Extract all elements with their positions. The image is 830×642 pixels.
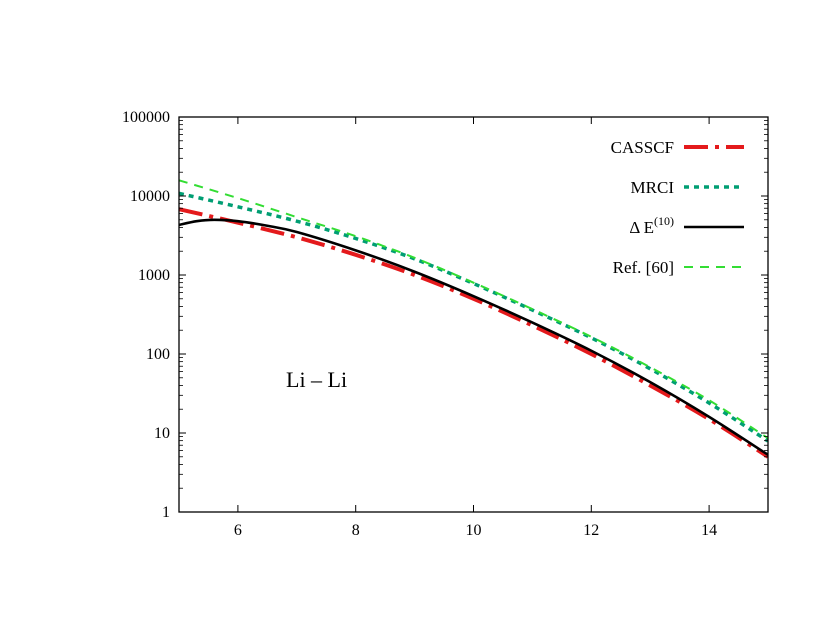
x-tick-label-4: 14	[701, 522, 717, 539]
series-line-0	[179, 207, 768, 459]
y-tick-label-0: 1	[162, 504, 170, 521]
legend-label-0: CASSCF	[611, 138, 674, 157]
x-tick-label-1: 8	[352, 522, 360, 539]
x-tick-label-3: 12	[583, 522, 599, 539]
series-layer	[179, 179, 768, 459]
series-line-2	[179, 218, 768, 456]
legend: CASSCF MRCI Δ E(10) Ref. [60]	[611, 138, 744, 277]
x-tick-label-2: 10	[466, 522, 482, 539]
y-tick-label-3: 1000	[138, 267, 170, 284]
legend-label-1: MRCI	[631, 178, 675, 197]
series-line-1	[179, 191, 768, 443]
y-tick-label-1: 10	[154, 425, 170, 442]
plot-frame	[178, 116, 769, 513]
x-tick-label-0: 6	[234, 522, 242, 539]
y-tick-label-2: 100	[146, 346, 170, 363]
chart-annotation: Li – Li	[286, 367, 347, 392]
series-line-3	[179, 179, 768, 440]
legend-label-2: Δ E(10)	[629, 214, 674, 237]
y-tick-label-4: 10000	[130, 188, 170, 205]
y-tick-label-5: 100000	[122, 109, 170, 126]
axes-layer: 6 8 10 12 14 1 10 100 1000 10000 100000	[122, 109, 768, 539]
legend-label-3: Ref. [60]	[613, 258, 674, 277]
